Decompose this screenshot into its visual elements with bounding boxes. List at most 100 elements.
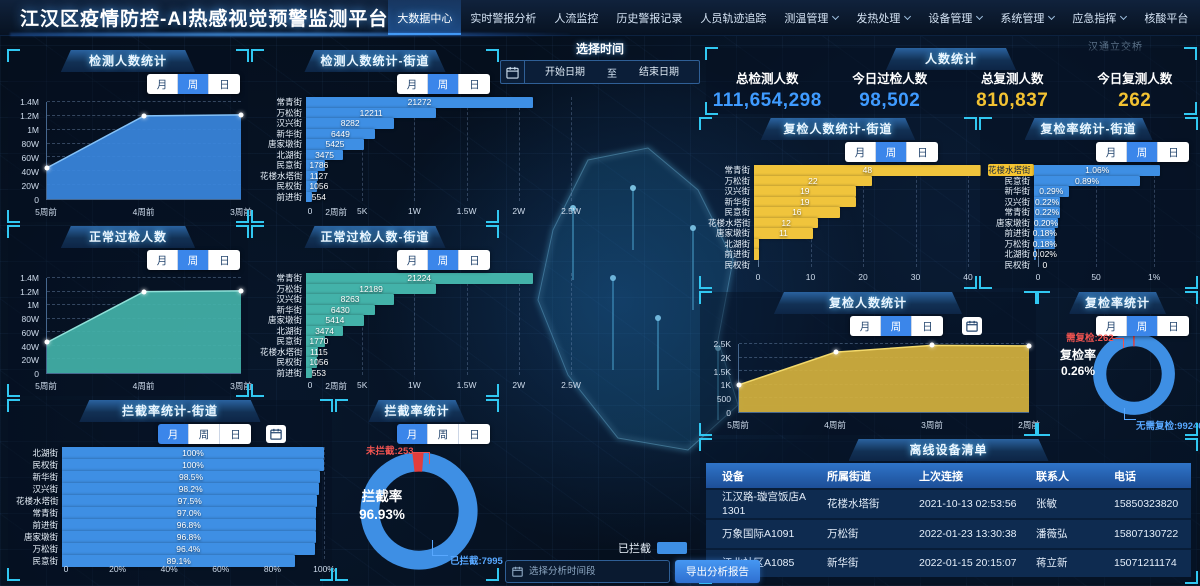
nav-item[interactable]: 测温管理	[775, 0, 847, 35]
calendar-icon[interactable]	[501, 61, 525, 83]
bar-track: 12211	[306, 107, 490, 118]
tab-周[interactable]: 周	[1127, 142, 1158, 162]
callout-line	[1124, 408, 1136, 420]
tab-日[interactable]: 日	[459, 424, 490, 444]
bar-value-label: 1115	[310, 346, 328, 357]
bar-category-label: 万松街	[276, 107, 302, 118]
nav-item[interactable]: 发热处理	[847, 0, 919, 35]
bar-category-label: 北湖街	[276, 149, 302, 160]
tab-日[interactable]: 日	[209, 74, 240, 94]
stat-value: 98,502	[859, 90, 921, 111]
nav-item[interactable]: 设备管理	[919, 0, 991, 35]
chevron-down-icon	[976, 12, 984, 20]
bar-track: 22	[754, 175, 968, 186]
plot-area	[44, 101, 244, 200]
nav-item[interactable]: 大数据中心	[388, 0, 462, 35]
corner-bracket	[236, 210, 249, 223]
panel-title: 正常过检人数	[61, 226, 195, 248]
tab-周[interactable]: 周	[876, 142, 907, 162]
bar-row: 北湖街 100%	[16, 447, 324, 459]
tab-月[interactable]: 月	[850, 316, 881, 336]
nav-item[interactable]: 系统管理	[991, 0, 1063, 35]
chevron-down-icon	[1120, 12, 1128, 20]
analysis-period-input[interactable]	[527, 565, 663, 578]
tab-月[interactable]: 月	[147, 250, 178, 270]
x-axis-ticks: 0 50 1%	[1035, 272, 1161, 282]
bar	[1034, 165, 1161, 176]
tab-周[interactable]: 周	[178, 250, 209, 270]
bar	[306, 181, 318, 192]
bar	[306, 149, 344, 160]
bar-row: 北湖街 3475	[260, 149, 490, 160]
table-cell: 江汉路-璇宫饭店A1301	[722, 491, 806, 518]
bar-value-label: 100%	[182, 460, 204, 470]
nav-item[interactable]: 核酸平台	[1135, 0, 1197, 35]
tab-周[interactable]: 周	[178, 74, 209, 94]
recheck-count-area-chart: 0 500 1K 1.5K 2K 2.5K 5周前 4周前 3周前 2周前	[700, 292, 1040, 435]
panel-offline-devices: 离线设备清单 设备 所属街道 上次连接 联系人 电话 江汉路-璇宫饭店A1301 花楼水塔…	[699, 438, 1198, 584]
tab-日[interactable]: 日	[907, 142, 938, 162]
tab-日[interactable]: 日	[459, 74, 490, 94]
bar	[306, 139, 364, 150]
bar	[62, 483, 320, 495]
tab-日[interactable]: 日	[209, 250, 240, 270]
nav-item[interactable]: 实时警报分析	[461, 0, 545, 35]
calendar-icon[interactable]	[266, 425, 286, 443]
panel-title: 检测人数统计-街道	[305, 50, 446, 72]
bar-track: 1127	[306, 170, 490, 181]
x-axis-labels: 5周前 4周前 3周前 2周前	[727, 420, 1040, 430]
nav-item[interactable]: 人流监控	[545, 0, 607, 35]
tab-日[interactable]: 日	[1158, 316, 1189, 336]
bar-category-label: 花楼水塔街	[260, 170, 303, 181]
tab-月[interactable]: 月	[1096, 142, 1127, 162]
bar	[62, 447, 324, 459]
tab-周[interactable]: 周	[428, 74, 459, 94]
bar-value-label: 1.06%	[1085, 165, 1110, 176]
callout-line	[1112, 338, 1124, 348]
tab-周[interactable]: 周	[1127, 316, 1158, 336]
need-recheck-label: 需复检:262	[1066, 333, 1114, 344]
tab-月[interactable]: 月	[158, 424, 189, 444]
calendar-icon[interactable]	[962, 317, 982, 335]
bar-category-label: 花楼水塔街	[16, 496, 59, 506]
tab-周[interactable]: 周	[428, 424, 459, 444]
tab-月[interactable]: 月	[397, 250, 428, 270]
bar	[306, 336, 325, 347]
tab-月[interactable]: 月	[845, 142, 876, 162]
end-date-input[interactable]	[619, 65, 699, 79]
bar-value-label: 0.22%	[1035, 207, 1060, 218]
tab-周[interactable]: 周	[189, 424, 220, 444]
main-nav: 大数据中心 实时警报分析 人流监控 历史警报记录 人员轨迹追踪 测温管理 发热处理 设备管理 系…	[388, 0, 1197, 35]
nav-item[interactable]: 人员轨迹追踪	[691, 0, 775, 35]
bar-track: 98.2%	[62, 483, 324, 495]
tab-周[interactable]: 周	[881, 316, 912, 336]
panel-intercept-rate: 拦截率统计 月周日 未拦截:253 已拦截:7995 拦截率 96.93%	[335, 399, 503, 581]
tab-周[interactable]: 周	[428, 250, 459, 270]
tab-日[interactable]: 日	[1158, 142, 1189, 162]
export-report-button[interactable]: 导出分析报告	[675, 560, 760, 583]
bar	[1034, 186, 1069, 197]
bar-track	[754, 238, 968, 249]
recheck-rate-donut-chart	[1090, 330, 1178, 418]
corner-bracket	[964, 276, 977, 289]
bar-value-label: 12	[781, 217, 791, 228]
nav-item[interactable]: 应急指挥	[1063, 0, 1135, 35]
donut-center-label: 拦截率 96.93%	[359, 489, 405, 523]
bar-track: 3475	[306, 149, 490, 160]
tab-日[interactable]: 日	[459, 250, 490, 270]
tab-月[interactable]: 月	[1096, 316, 1127, 336]
tab-月[interactable]: 月	[397, 74, 428, 94]
bar	[754, 217, 819, 228]
bar	[306, 304, 375, 315]
bar-category-label: 汉兴街	[724, 186, 750, 197]
start-date-input[interactable]	[525, 65, 605, 79]
tab-月[interactable]: 月	[147, 74, 178, 94]
nav-item[interactable]: 历史警报记录	[607, 0, 691, 35]
tab-日[interactable]: 日	[912, 316, 943, 336]
tab-日[interactable]: 日	[220, 424, 251, 444]
bar-value-label: 5425	[325, 139, 345, 150]
tab-月[interactable]: 月	[397, 424, 428, 444]
corner-bracket	[7, 568, 20, 581]
bar-value-label: 6449	[330, 128, 350, 139]
stat-item: 总复测人数 810,837	[951, 68, 1074, 112]
